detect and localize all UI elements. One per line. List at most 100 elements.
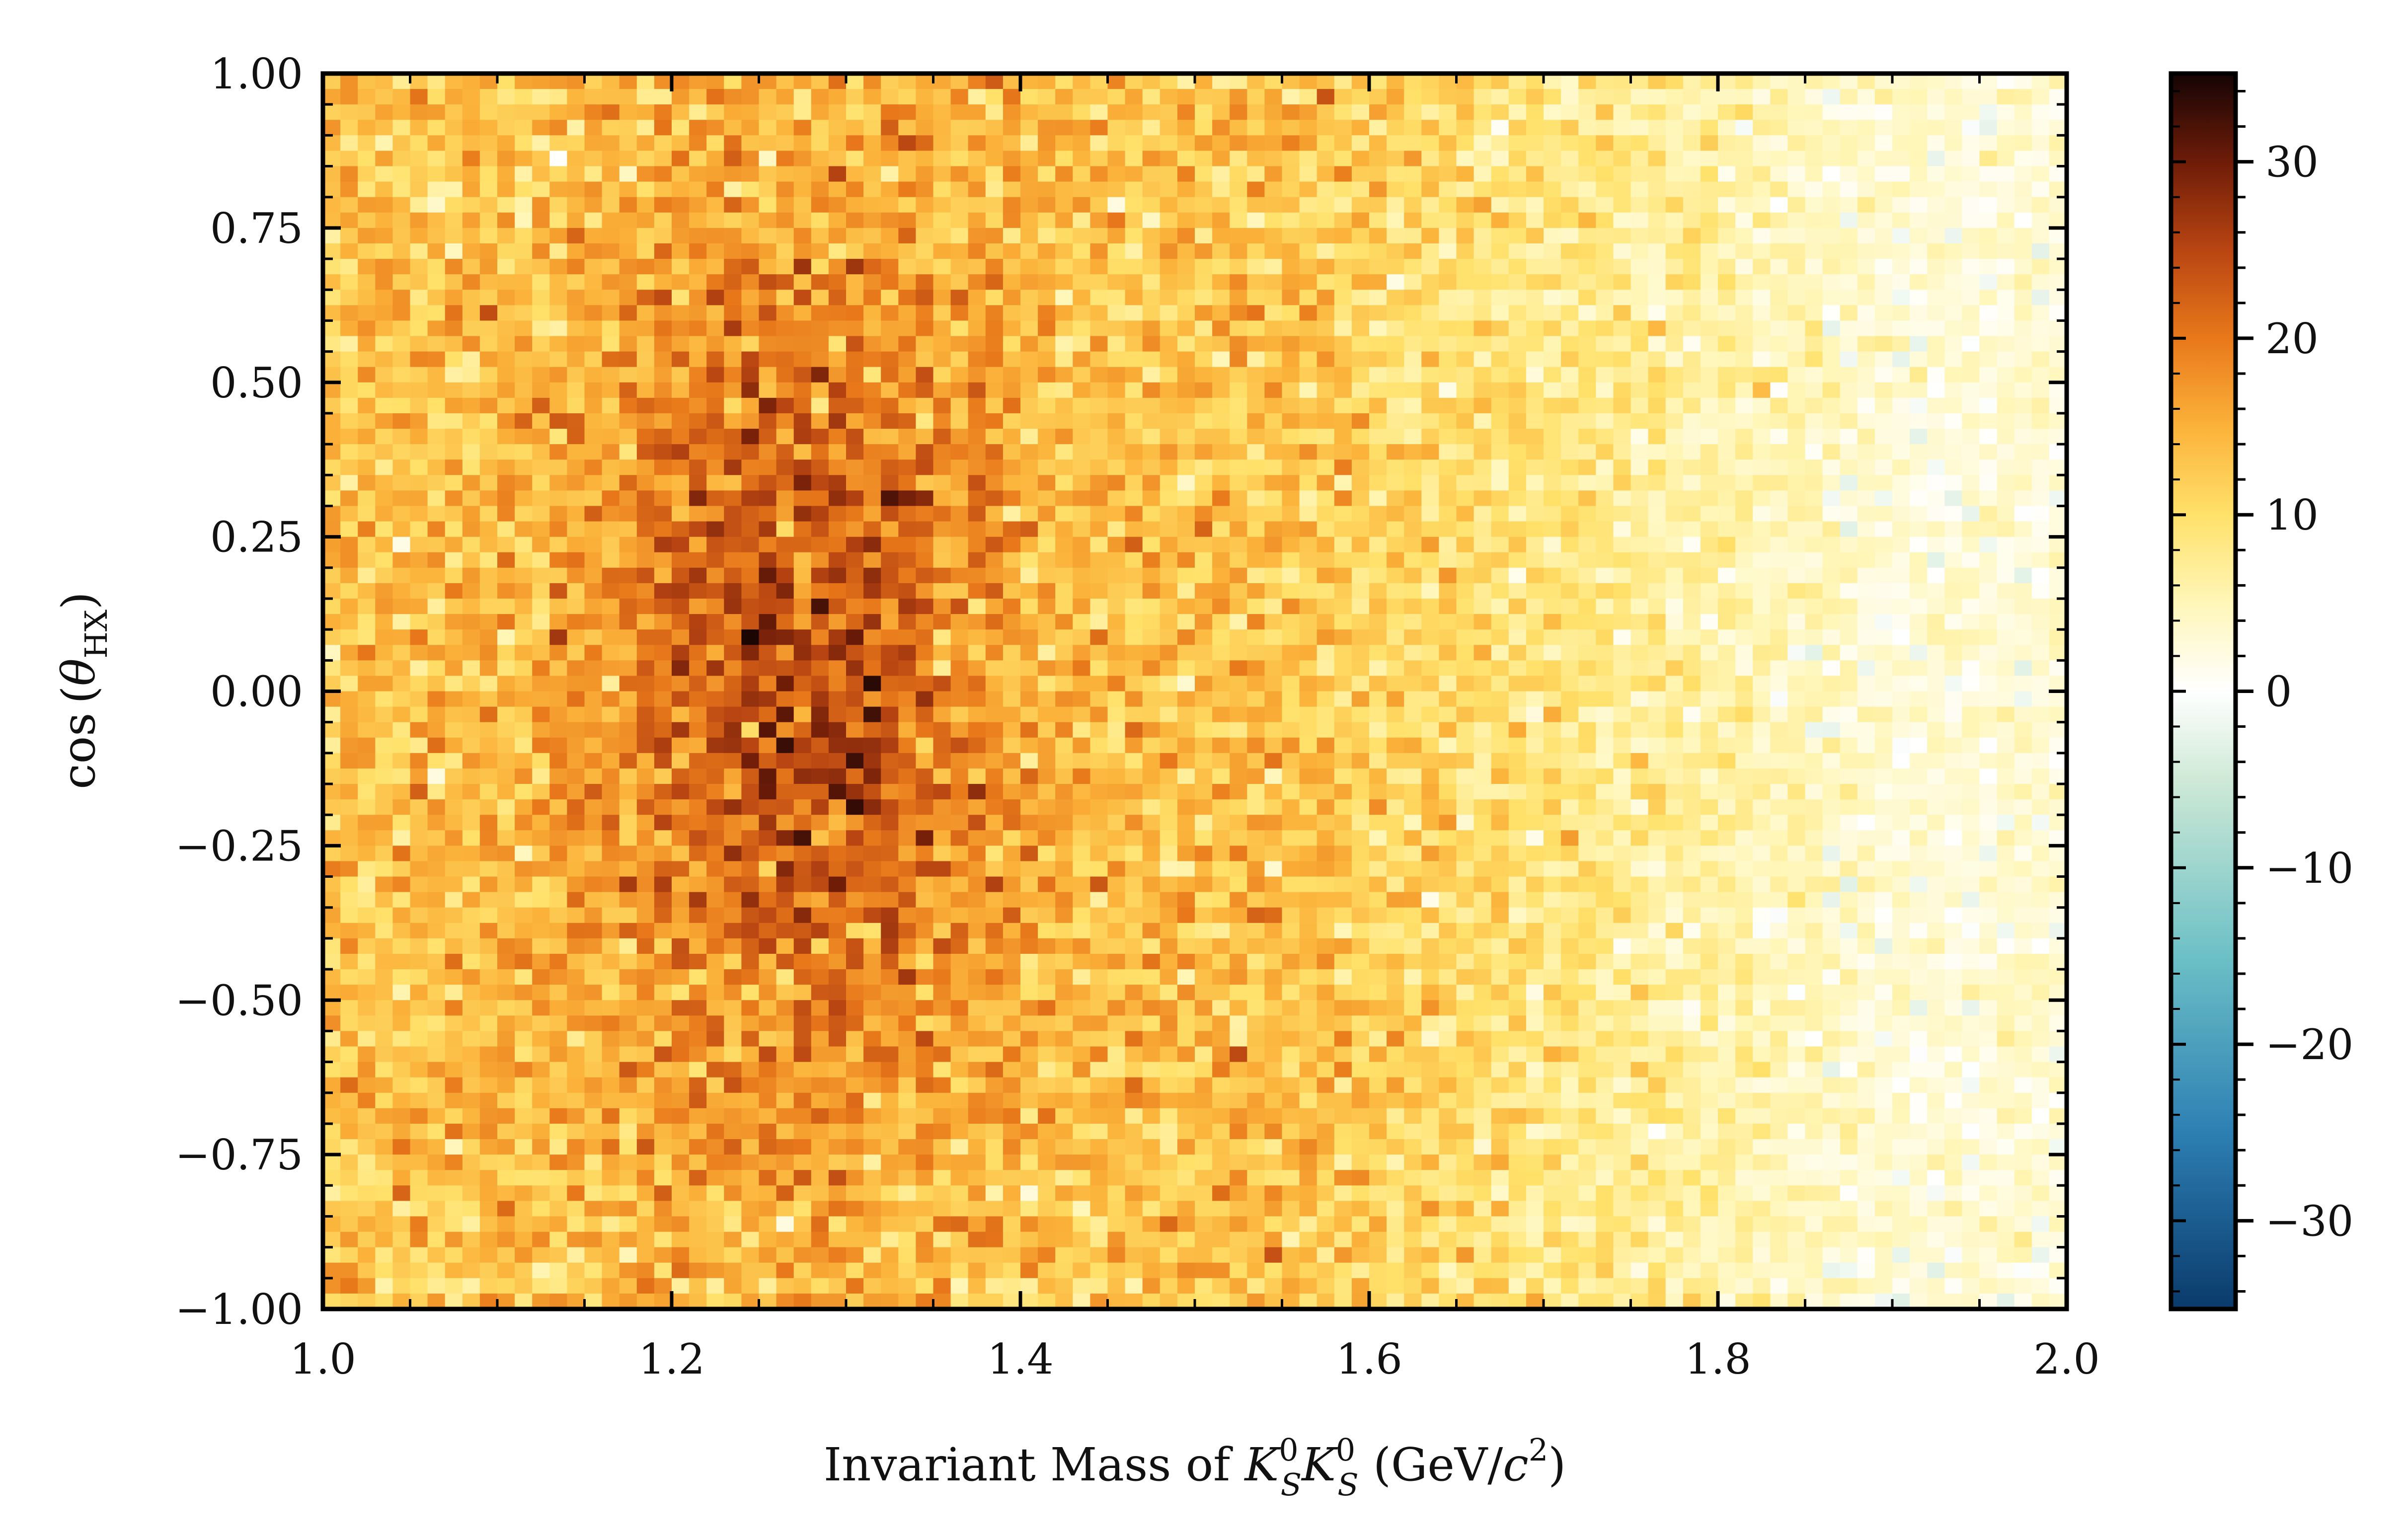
heatmap-cell — [549, 722, 567, 738]
heatmap-cell — [445, 367, 463, 383]
heatmap-cell — [724, 938, 742, 954]
heatmap-cell — [1230, 1108, 1247, 1124]
heatmap-cell — [741, 74, 760, 89]
heatmap-cell — [636, 799, 655, 815]
heatmap-cell — [1230, 676, 1247, 692]
heatmap-cell — [1195, 953, 1213, 970]
heatmap-cell — [1212, 552, 1230, 568]
heatmap-cell — [916, 1155, 934, 1170]
heatmap-cell — [549, 799, 567, 815]
heatmap-cell — [759, 737, 777, 754]
heatmap-cell — [863, 876, 881, 893]
heatmap-cell — [1073, 1123, 1090, 1140]
heatmap-cell — [497, 629, 515, 645]
heatmap-cell — [672, 1201, 690, 1217]
heatmap-cell — [672, 367, 690, 383]
heatmap-cell — [410, 1201, 428, 1217]
heatmap-cell — [793, 228, 812, 244]
heatmap-cell — [1317, 475, 1335, 491]
heatmap-cell — [375, 506, 393, 522]
heatmap-cell — [881, 629, 899, 645]
heatmap-cell — [776, 537, 794, 553]
heatmap-cell — [340, 1015, 358, 1032]
heatmap-cell — [828, 1092, 847, 1109]
heatmap-cell — [1020, 1155, 1038, 1170]
heatmap-cell — [1334, 305, 1352, 321]
heatmap-cell — [1247, 460, 1265, 475]
heatmap-cell — [1282, 676, 1300, 692]
heatmap-cell — [358, 1155, 376, 1170]
heatmap-cell — [1055, 1278, 1073, 1294]
heatmap-cell — [706, 243, 724, 259]
heatmap-cell — [828, 938, 847, 954]
heatmap-cell — [1003, 830, 1021, 846]
heatmap-cell — [759, 815, 777, 831]
heatmap-cell — [811, 1000, 829, 1016]
heatmap-cell — [515, 938, 533, 954]
heatmap-cell — [898, 135, 916, 152]
heatmap-cell — [1387, 74, 1404, 89]
heatmap-cell — [828, 1077, 847, 1093]
heatmap-cell — [392, 722, 411, 738]
heatmap-cell — [811, 537, 829, 553]
heatmap-cell — [968, 953, 986, 970]
heatmap-cell — [759, 1123, 777, 1140]
heatmap-cell — [619, 1216, 637, 1232]
heatmap-cell — [1264, 861, 1283, 877]
heatmap-cell — [654, 691, 672, 707]
heatmap-cell — [828, 89, 847, 105]
heatmap-cell — [462, 985, 480, 1001]
heatmap-cell — [1038, 676, 1056, 692]
heatmap-cell — [793, 1293, 812, 1309]
heatmap-cell — [916, 1201, 934, 1217]
heatmap-cell — [532, 74, 550, 89]
heatmap-cell — [950, 1031, 969, 1047]
heatmap-cell — [811, 907, 829, 924]
heatmap-cell — [1038, 722, 1056, 738]
heatmap-cell — [375, 815, 393, 831]
heatmap-cell — [1090, 1123, 1108, 1140]
heatmap-cell — [602, 413, 620, 429]
heatmap-cell — [1177, 846, 1195, 862]
heatmap-cell — [410, 212, 428, 229]
heatmap-cell — [724, 598, 742, 615]
heatmap-cell — [1264, 151, 1283, 167]
heatmap-cell — [532, 1155, 550, 1170]
heatmap-cell — [689, 1155, 707, 1170]
heatmap-cell — [410, 537, 428, 553]
heatmap-cell — [549, 1077, 567, 1093]
heatmap-cell — [1177, 1046, 1195, 1063]
heatmap-cell — [1055, 1201, 1073, 1217]
heatmap-cell — [654, 475, 672, 491]
heatmap-cell — [392, 923, 411, 939]
heatmap-cell — [427, 506, 446, 522]
heatmap-cell — [323, 506, 341, 522]
heatmap-cell — [1334, 737, 1352, 754]
heatmap-cell — [1317, 1062, 1335, 1078]
heatmap-cell — [968, 1170, 986, 1186]
heatmap-cell — [654, 151, 672, 167]
heatmap-cell — [1247, 722, 1265, 738]
heatmap-cell — [724, 1216, 742, 1232]
heatmap-cell — [479, 397, 498, 414]
heatmap-cell — [1020, 1092, 1038, 1109]
heatmap-cell — [759, 892, 777, 908]
heatmap-cell — [358, 676, 376, 692]
heatmap-cell — [1090, 598, 1108, 615]
heatmap-cell — [759, 506, 777, 522]
heatmap-cell — [567, 1232, 585, 1248]
heatmap-cell — [1247, 274, 1265, 290]
heatmap-cell — [776, 676, 794, 692]
heatmap-cell — [881, 969, 899, 985]
heatmap-cell — [1142, 521, 1161, 538]
heatmap-cell — [1003, 1046, 1021, 1063]
heatmap-cell — [1317, 1123, 1335, 1140]
heatmap-cell — [1003, 1139, 1021, 1155]
heatmap-cell — [410, 444, 428, 460]
heatmap-cell — [898, 583, 916, 599]
heatmap-cell — [1387, 1077, 1404, 1093]
heatmap-cell — [1055, 475, 1073, 491]
heatmap-cell — [358, 784, 376, 800]
heatmap-cell — [846, 1031, 864, 1047]
heatmap-cell — [1334, 1062, 1352, 1078]
